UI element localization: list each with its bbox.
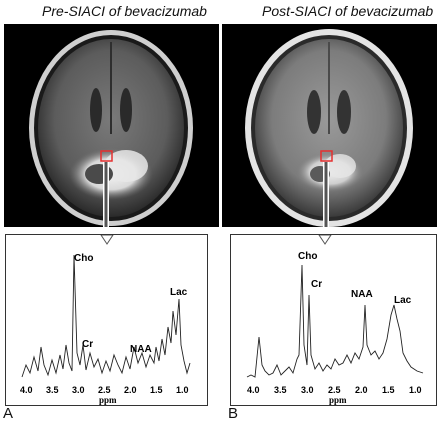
- tick-label: 2.5: [98, 385, 111, 395]
- tick-label: 2.0: [124, 385, 137, 395]
- peak-label-naa: NAA: [351, 289, 373, 300]
- tick-label: 3.5: [46, 385, 59, 395]
- panel-a-title: Pre-SIACI of bevacizumab: [42, 3, 207, 19]
- peak-label-cr: Cr: [311, 279, 322, 290]
- peak-label-lac: Lac: [394, 295, 412, 306]
- tick-label: 1.0: [409, 385, 422, 395]
- tick-label: 1.5: [150, 385, 163, 395]
- tick-label: 2.5: [328, 385, 341, 395]
- peak-label-lac: Lac: [170, 287, 188, 298]
- panel-letter-a: A: [3, 405, 14, 422]
- tick-label: 3.0: [301, 385, 314, 395]
- spectrum-post: Cho Cr NAA Lac 4.0 3.5 3.0 2.5 2.0 1.5 1…: [230, 234, 437, 406]
- peak-label-naa: NAA: [130, 344, 152, 355]
- spectrum-pre: Cho Cr NAA Lac 4.0 3.5 3.0 2.5 2.0 1.5 1…: [5, 234, 208, 406]
- peak-label-cho: Cho: [74, 253, 93, 264]
- tick-label: 1.0: [176, 385, 189, 395]
- tick-label: 4.0: [20, 385, 33, 395]
- peak-label-cho: Cho: [298, 251, 317, 262]
- tick-label: 2.0: [355, 385, 368, 395]
- mri-image-pre: [4, 24, 219, 227]
- peak-label-cr: Cr: [82, 339, 93, 350]
- panel-letter-b: B: [228, 405, 239, 422]
- tick-label: 3.0: [72, 385, 85, 395]
- tick-label: 3.5: [274, 385, 287, 395]
- tick-label: 4.0: [247, 385, 260, 395]
- panel-b-title: Post-SIACI of bevacizumab: [262, 3, 434, 19]
- x-axis-label: ppm: [329, 395, 347, 405]
- mri-image-post: [222, 24, 437, 227]
- tick-label: 1.5: [382, 385, 395, 395]
- x-axis-label: ppm: [99, 395, 117, 405]
